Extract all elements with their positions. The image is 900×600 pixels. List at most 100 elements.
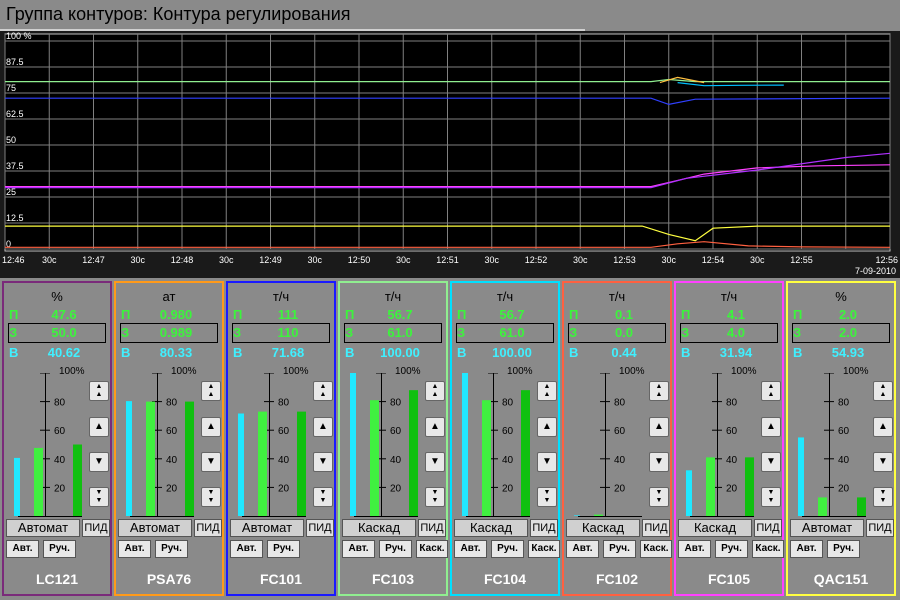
down-arrow-button[interactable]: ▼ bbox=[537, 452, 557, 472]
setpoint-box[interactable] bbox=[568, 323, 666, 343]
up-arrow-icon: ▲ bbox=[878, 421, 888, 432]
double-down-arrow-button[interactable]: ▼ ▼ bbox=[761, 487, 781, 507]
sp-value[interactable]: 61.0 bbox=[499, 325, 525, 340]
auto-button[interactable]: Авт. bbox=[566, 540, 599, 558]
auto-button[interactable]: Авт. bbox=[230, 540, 263, 558]
pid-button[interactable]: ПИД bbox=[82, 519, 110, 537]
double-up-arrow-button[interactable]: ▲ ▲ bbox=[313, 381, 333, 401]
sp-label: З bbox=[793, 325, 802, 340]
output-value: 31.94 bbox=[719, 345, 753, 360]
up-arrow-button[interactable]: ▲ bbox=[425, 417, 445, 437]
double-up-arrow-button[interactable]: ▲ ▲ bbox=[761, 381, 781, 401]
output-label: В bbox=[793, 345, 803, 360]
manual-button[interactable]: Руч. bbox=[43, 540, 76, 558]
double-up-arrow-button[interactable]: ▲ ▲ bbox=[873, 381, 893, 401]
mode-button[interactable]: Автомат bbox=[230, 519, 304, 537]
sp-value[interactable]: 61.0 bbox=[387, 325, 413, 340]
pid-button[interactable]: ПИД bbox=[194, 519, 222, 537]
mode-button[interactable]: Каскад bbox=[454, 519, 528, 537]
down-arrow-button[interactable]: ▼ bbox=[873, 452, 893, 472]
up-arrow-button[interactable]: ▲ bbox=[761, 417, 781, 437]
sp-value[interactable]: 0.0 bbox=[614, 325, 634, 340]
auto-button[interactable]: Авт. bbox=[118, 540, 151, 558]
mode-button[interactable]: Автомат bbox=[6, 519, 80, 537]
cascade-button[interactable]: Каск. bbox=[416, 540, 448, 558]
manual-button[interactable]: Руч. bbox=[379, 540, 412, 558]
pid-button[interactable]: ПИД bbox=[642, 519, 670, 537]
double-down-arrow-button[interactable]: ▼ ▼ bbox=[649, 487, 669, 507]
title-bar: Группа контуров: Контура регулирования bbox=[0, 0, 900, 31]
double-down-arrow-button[interactable]: ▼ ▼ bbox=[89, 487, 109, 507]
cascade-button[interactable]: Каск. bbox=[752, 540, 784, 558]
up-arrow-button[interactable]: ▲ bbox=[89, 417, 109, 437]
pid-button[interactable]: ПИД bbox=[418, 519, 446, 537]
double-down-arrow-button[interactable]: ▼ ▼ bbox=[313, 487, 333, 507]
scale-label: 40 bbox=[726, 455, 738, 466]
pv-value: 0.980 bbox=[159, 307, 193, 322]
down-arrow-button[interactable]: ▼ bbox=[425, 452, 445, 472]
pid-button[interactable]: ПИД bbox=[530, 519, 558, 537]
mode-button[interactable]: Каскад bbox=[678, 519, 752, 537]
controller-panel: т/ч П 0.1 З 0.0 В 0.44 80 60 40 20 100% ▲ ▲ ▲ ▼ ▼ ▼ Каскад… bbox=[562, 281, 672, 596]
down-arrow-button[interactable]: ▼ bbox=[313, 452, 333, 472]
sp-value[interactable]: 110 bbox=[277, 325, 299, 340]
setpoint-box[interactable] bbox=[792, 323, 890, 343]
double-down-arrow-icon: ▼ ▼ bbox=[879, 489, 887, 504]
up-arrow-button[interactable]: ▲ bbox=[537, 417, 557, 437]
double-up-arrow-button[interactable]: ▲ ▲ bbox=[425, 381, 445, 401]
pid-button[interactable]: ПИД bbox=[866, 519, 894, 537]
setpoint-box[interactable] bbox=[8, 323, 106, 343]
double-down-arrow-button[interactable]: ▼ ▼ bbox=[425, 487, 445, 507]
double-up-arrow-button[interactable]: ▲ ▲ bbox=[89, 381, 109, 401]
double-up-arrow-button[interactable]: ▲ ▲ bbox=[649, 381, 669, 401]
double-down-arrow-button[interactable]: ▼ ▼ bbox=[201, 487, 221, 507]
mode-button[interactable]: Автомат bbox=[790, 519, 864, 537]
auto-button[interactable]: Авт. bbox=[342, 540, 375, 558]
manual-button[interactable]: Руч. bbox=[491, 540, 524, 558]
cascade-button[interactable]: Каск. bbox=[640, 540, 672, 558]
auto-button[interactable]: Авт. bbox=[678, 540, 711, 558]
sp-label: З bbox=[9, 325, 18, 340]
double-up-arrow-button[interactable]: ▲ ▲ bbox=[537, 381, 557, 401]
mode-button[interactable]: Каскад bbox=[342, 519, 416, 537]
down-arrow-icon: ▼ bbox=[430, 456, 440, 467]
manual-button[interactable]: Руч. bbox=[155, 540, 188, 558]
manual-button[interactable]: Руч. bbox=[267, 540, 300, 558]
setpoint-box[interactable] bbox=[120, 323, 218, 343]
pid-button[interactable]: ПИД bbox=[306, 519, 334, 537]
pid-button[interactable]: ПИД bbox=[754, 519, 782, 537]
auto-button[interactable]: Авт. bbox=[454, 540, 487, 558]
sp-value[interactable]: 4.0 bbox=[726, 325, 746, 340]
down-arrow-button[interactable]: ▼ bbox=[649, 452, 669, 472]
mode-button[interactable]: Каскад bbox=[566, 519, 640, 537]
mode-button[interactable]: Автомат bbox=[118, 519, 192, 537]
up-arrow-button[interactable]: ▲ bbox=[201, 417, 221, 437]
double-up-arrow-button[interactable]: ▲ ▲ bbox=[201, 381, 221, 401]
sp-bar bbox=[745, 457, 754, 516]
sp-value[interactable]: 50.0 bbox=[51, 325, 77, 340]
scale-label: 40 bbox=[838, 455, 850, 466]
manual-button[interactable]: Руч. bbox=[603, 540, 636, 558]
up-arrow-button[interactable]: ▲ bbox=[313, 417, 333, 437]
auto-button[interactable]: Авт. bbox=[6, 540, 39, 558]
up-arrow-button[interactable]: ▲ bbox=[873, 417, 893, 437]
up-arrow-button[interactable]: ▲ bbox=[649, 417, 669, 437]
manual-button[interactable]: Руч. bbox=[715, 540, 748, 558]
double-down-arrow-button[interactable]: ▼ ▼ bbox=[537, 487, 557, 507]
setpoint-box[interactable] bbox=[232, 323, 330, 343]
down-arrow-button[interactable]: ▼ bbox=[89, 452, 109, 472]
sp-value[interactable]: 0.989 bbox=[159, 325, 193, 340]
manual-button[interactable]: Руч. bbox=[827, 540, 860, 558]
setpoint-box[interactable] bbox=[344, 323, 442, 343]
auto-button[interactable]: Авт. bbox=[790, 540, 823, 558]
down-arrow-button[interactable]: ▼ bbox=[201, 452, 221, 472]
setpoint-box[interactable] bbox=[456, 323, 554, 343]
double-down-arrow-button[interactable]: ▼ ▼ bbox=[873, 487, 893, 507]
x-tick-label: 12:47 bbox=[82, 255, 105, 265]
bar-gauge: 80 60 40 20 bbox=[238, 373, 306, 517]
setpoint-box[interactable] bbox=[680, 323, 778, 343]
output-value: 54.93 bbox=[831, 345, 865, 360]
down-arrow-button[interactable]: ▼ bbox=[761, 452, 781, 472]
sp-value[interactable]: 2.0 bbox=[838, 325, 858, 340]
cascade-button[interactable]: Каск. bbox=[528, 540, 560, 558]
